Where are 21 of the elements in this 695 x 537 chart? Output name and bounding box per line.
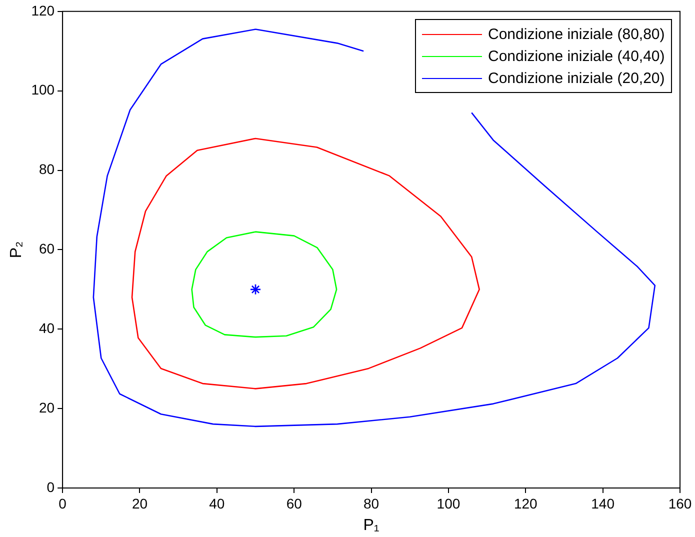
- y-tick-label: 60: [38, 240, 55, 257]
- y-tick-label: 80: [38, 161, 55, 178]
- x-tick-label: 0: [58, 495, 67, 512]
- x-tick-label: 100: [436, 495, 460, 512]
- y-tick-label: 100: [31, 82, 55, 98]
- x-tick-label: 160: [668, 495, 692, 512]
- x-tick-label: 140: [591, 495, 615, 512]
- legend-label: Condizione iniziale (80,80): [488, 26, 665, 43]
- legend-label: Condizione iniziale (20,20): [488, 70, 665, 87]
- x-tick-label: 20: [132, 495, 148, 512]
- x-tick-label: 120: [514, 495, 538, 512]
- x-tick-label: 60: [286, 495, 302, 512]
- x-axis-title: P₁: [363, 516, 380, 534]
- y-tick-label: 0: [46, 478, 55, 495]
- y-tick-label: 40: [38, 320, 55, 336]
- y-tick-label: 120: [31, 2, 55, 18]
- y-tick-label: 20: [38, 399, 55, 416]
- legend-label: Condizione iniziale (40,40): [488, 48, 665, 65]
- x-tick-label: 40: [209, 495, 225, 512]
- x-tick-label: 80: [363, 495, 380, 512]
- y-axis-title: P₂: [8, 241, 26, 258]
